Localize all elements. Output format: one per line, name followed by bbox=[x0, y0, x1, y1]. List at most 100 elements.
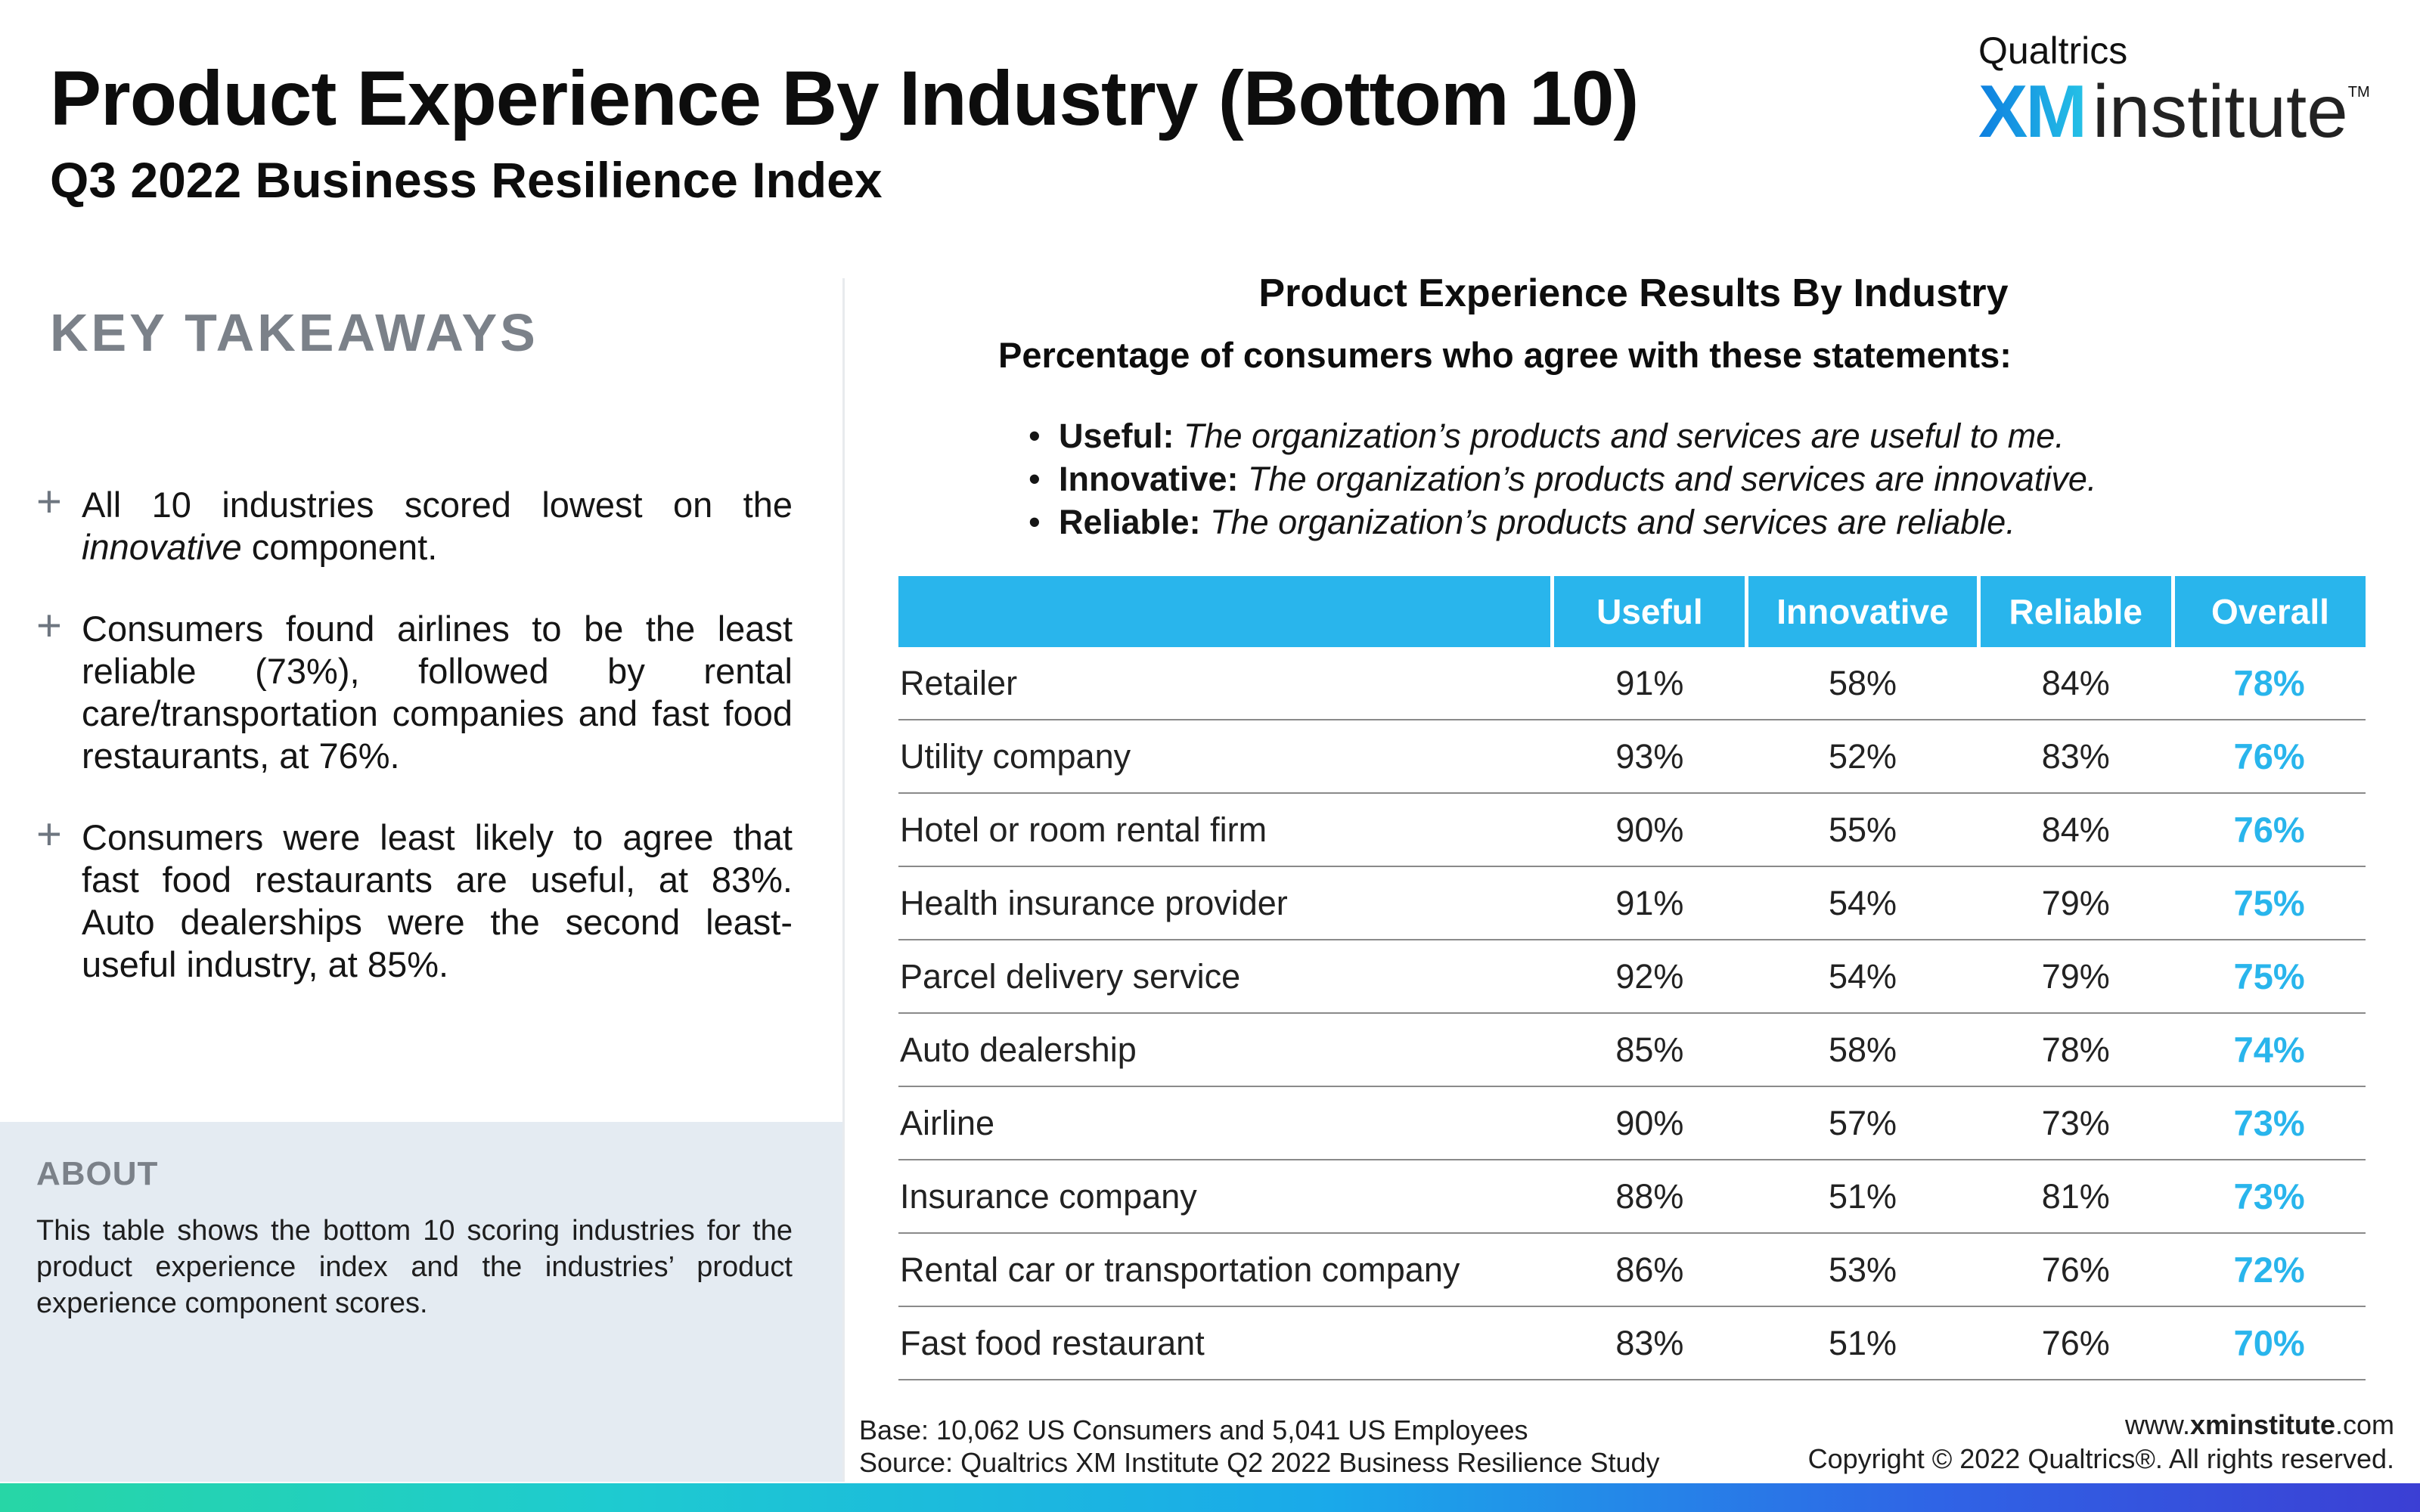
overall-cell: 75% bbox=[2173, 940, 2366, 1014]
overall-cell: 72% bbox=[2173, 1233, 2366, 1307]
industry-cell: Fast food restaurant bbox=[898, 1306, 1553, 1380]
header-overall: Overall bbox=[2173, 576, 2366, 647]
header-useful: Useful bbox=[1552, 576, 1749, 647]
footer-source: Source: Qualtrics XM Institute Q2 2022 B… bbox=[859, 1447, 1660, 1478]
useful-cell: 88% bbox=[1552, 1160, 1747, 1234]
overall-cell: 73% bbox=[2173, 1160, 2366, 1234]
useful-cell: 83% bbox=[1552, 1306, 1747, 1380]
useful-cell: 93% bbox=[1552, 720, 1747, 794]
logo-trademark: TM bbox=[2347, 84, 2370, 101]
overall-cell: 75% bbox=[2173, 866, 2366, 940]
footer-base: Base: 10,062 US Consumers and 5,041 US E… bbox=[859, 1414, 1528, 1445]
useful-cell: 86% bbox=[1552, 1233, 1747, 1307]
table-row: Retailer 91% 58% 84% 78% bbox=[898, 647, 2366, 720]
innovative-cell: 51% bbox=[1746, 1306, 1979, 1380]
vertical-divider bbox=[842, 278, 845, 1482]
url-suffix: .com bbox=[2335, 1409, 2394, 1440]
innovative-cell: 55% bbox=[1746, 793, 1979, 867]
xm-institute-logo: Qualtrics XM instituteTM bbox=[1978, 29, 2387, 150]
table-row: Rental car or transportation company 86%… bbox=[898, 1233, 2366, 1307]
bullet-icon: • bbox=[1028, 460, 1041, 498]
statement-item: • Innovative: The organization’s products… bbox=[1028, 457, 2096, 500]
reliable-cell: 84% bbox=[1978, 793, 2173, 867]
logo-institute-text: institute bbox=[2093, 70, 2348, 153]
table-row: Fast food restaurant 83% 51% 76% 70% bbox=[898, 1306, 2366, 1380]
reliable-cell: 84% bbox=[1978, 647, 2173, 720]
overall-cell: 70% bbox=[2173, 1306, 2366, 1380]
key-takeaways-heading: KEY TAKEAWAYS bbox=[50, 303, 538, 362]
statement-item: • Reliable: The organization’s products a… bbox=[1028, 500, 2096, 544]
header-innovative: Innovative bbox=[1746, 576, 1981, 647]
table-row: Health insurance provider 91% 54% 79% 75… bbox=[898, 866, 2366, 940]
useful-cell: 91% bbox=[1552, 866, 1747, 940]
industry-cell: Hotel or room rental firm bbox=[898, 793, 1553, 867]
innovative-cell: 58% bbox=[1746, 1013, 1979, 1087]
industry-cell: Rental car or transportation company bbox=[898, 1233, 1553, 1307]
logo-qualtrics-text: Qualtrics bbox=[1978, 29, 2128, 72]
reliable-cell: 78% bbox=[1978, 1013, 2173, 1087]
reliable-cell: 81% bbox=[1978, 1160, 2173, 1234]
statement-label: Reliable: bbox=[1059, 503, 1201, 541]
statement-label: Innovative: bbox=[1059, 460, 1239, 498]
statement-text: The organization’s products and services… bbox=[1238, 460, 2097, 498]
plus-icon: + bbox=[36, 601, 62, 650]
innovative-cell: 57% bbox=[1746, 1086, 1979, 1160]
plus-icon: + bbox=[36, 810, 62, 859]
table-row: Utility company 93% 52% 83% 76% bbox=[898, 720, 2366, 794]
footer-copyright-block: www.xminstitute.com Copyright © 2022 Qua… bbox=[1808, 1408, 2394, 1476]
statement-item: • Useful: The organization’s products and… bbox=[1028, 414, 2096, 457]
useful-cell: 85% bbox=[1552, 1013, 1747, 1087]
industry-cell: Health insurance provider bbox=[898, 866, 1553, 940]
overall-cell: 76% bbox=[2173, 720, 2366, 794]
reliable-cell: 73% bbox=[1978, 1086, 2173, 1160]
table-row: Hotel or room rental firm 90% 55% 84% 76… bbox=[898, 793, 2366, 867]
url-prefix: www. bbox=[2124, 1409, 2190, 1440]
innovative-cell: 51% bbox=[1746, 1160, 1979, 1234]
innovative-cell: 58% bbox=[1746, 647, 1979, 720]
table-row: Auto dealership 85% 58% 78% 74% bbox=[898, 1013, 2366, 1087]
table-row: Parcel delivery service 92% 54% 79% 75% bbox=[898, 940, 2366, 1014]
statement-list: • Useful: The organization’s products and… bbox=[1028, 414, 2096, 544]
industry-cell: Parcel delivery service bbox=[898, 940, 1553, 1014]
footer-url[interactable]: www.xminstitute.com bbox=[1808, 1408, 2394, 1442]
takeaway-item: + Consumers were least likely to agree t… bbox=[36, 810, 793, 986]
overall-cell: 73% bbox=[2173, 1086, 2366, 1160]
industry-cell: Auto dealership bbox=[898, 1013, 1553, 1087]
about-panel: ABOUT This table shows the bottom 10 sco… bbox=[0, 1122, 842, 1482]
table-header-row: Useful Innovative Reliable Overall bbox=[898, 576, 2366, 647]
takeaway-emphasis: innovative bbox=[82, 527, 242, 567]
table-row: Insurance company 88% 51% 81% 73% bbox=[898, 1160, 2366, 1234]
logo-xm-text: XM bbox=[1978, 70, 2087, 153]
statement-label: Useful: bbox=[1059, 417, 1174, 455]
gradient-footer-bar bbox=[0, 1483, 2420, 1512]
bullet-icon: • bbox=[1028, 417, 1041, 455]
useful-cell: 91% bbox=[1552, 647, 1747, 720]
useful-cell: 90% bbox=[1552, 1086, 1747, 1160]
logo-wordmark: XM instituteTM bbox=[1978, 74, 2387, 148]
bullet-icon: • bbox=[1028, 503, 1041, 541]
industry-cell: Utility company bbox=[898, 720, 1553, 794]
page-subtitle: Q3 2022 Business Resilience Index bbox=[50, 152, 883, 208]
plus-icon: + bbox=[36, 477, 62, 526]
innovative-cell: 52% bbox=[1746, 720, 1979, 794]
takeaway-text-1a: All 10 industries scored lowest on the bbox=[82, 485, 793, 525]
reliable-cell: 83% bbox=[1978, 720, 2173, 794]
takeaway-text-3: Consumers were least likely to agree tha… bbox=[82, 817, 793, 984]
reliable-cell: 79% bbox=[1978, 940, 2173, 1014]
overall-cell: 74% bbox=[2173, 1013, 2366, 1087]
reliable-cell: 79% bbox=[1978, 866, 2173, 940]
footer-copyright: Copyright © 2022 Qualtrics®. All rights … bbox=[1807, 1443, 2394, 1474]
header-reliable: Reliable bbox=[1978, 576, 2175, 647]
industry-cell: Insurance company bbox=[898, 1160, 1553, 1234]
innovative-cell: 54% bbox=[1746, 940, 1979, 1014]
page-title: Product Experience By Industry (Bottom 1… bbox=[50, 55, 1639, 141]
overall-cell: 76% bbox=[2173, 793, 2366, 867]
useful-cell: 90% bbox=[1552, 793, 1747, 867]
results-subtitle: Percentage of consumers who agree with t… bbox=[998, 335, 2012, 375]
about-heading: ABOUT bbox=[36, 1155, 159, 1192]
header-industry bbox=[898, 576, 1555, 647]
takeaway-item: + All 10 industries scored lowest on the… bbox=[36, 477, 793, 569]
takeaway-item: + Consumers found airlines to be the lea… bbox=[36, 601, 793, 777]
results-table: Useful Innovative Reliable Overall Retai… bbox=[898, 576, 2366, 1380]
overall-cell: 78% bbox=[2173, 647, 2366, 720]
